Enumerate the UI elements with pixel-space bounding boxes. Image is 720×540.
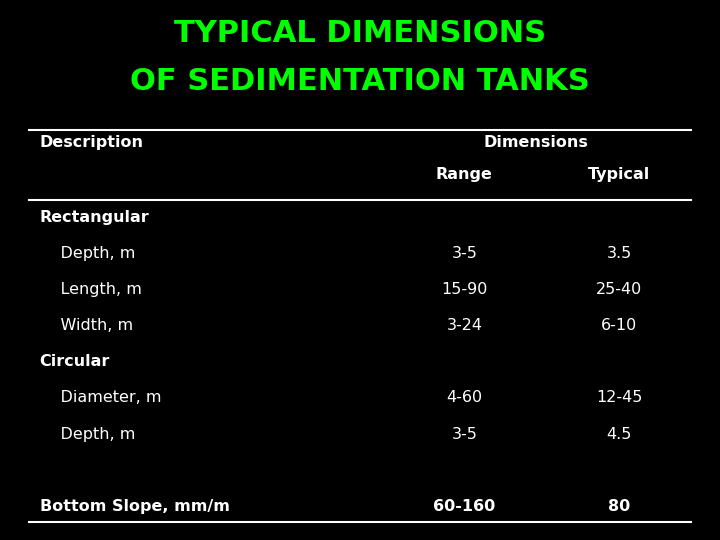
- Text: Diameter, m: Diameter, m: [40, 390, 161, 406]
- Text: Dimensions: Dimensions: [484, 135, 589, 150]
- Text: Length, m: Length, m: [40, 282, 141, 297]
- Text: Depth, m: Depth, m: [40, 427, 135, 442]
- Text: 6-10: 6-10: [601, 318, 637, 333]
- Text: Typical: Typical: [588, 167, 650, 183]
- Text: Width, m: Width, m: [40, 318, 132, 333]
- Text: 4-60: 4-60: [446, 390, 482, 406]
- Text: 3-5: 3-5: [451, 427, 477, 442]
- Text: Range: Range: [436, 167, 492, 183]
- Text: 25-40: 25-40: [596, 282, 642, 297]
- Text: Description: Description: [40, 135, 143, 150]
- Text: OF SEDIMENTATION TANKS: OF SEDIMENTATION TANKS: [130, 68, 590, 97]
- Text: Circular: Circular: [40, 354, 110, 369]
- Text: Bottom Slope, mm/m: Bottom Slope, mm/m: [40, 499, 230, 514]
- Text: Depth, m: Depth, m: [40, 246, 135, 261]
- Text: 3-24: 3-24: [446, 318, 482, 333]
- Text: 60-160: 60-160: [433, 499, 495, 514]
- Text: TYPICAL DIMENSIONS: TYPICAL DIMENSIONS: [174, 19, 546, 48]
- Text: 15-90: 15-90: [441, 282, 487, 297]
- Text: 12-45: 12-45: [596, 390, 642, 406]
- Text: 3.5: 3.5: [606, 246, 632, 261]
- Text: Rectangular: Rectangular: [40, 210, 149, 225]
- Text: 80: 80: [608, 499, 630, 514]
- Text: 4.5: 4.5: [606, 427, 632, 442]
- Text: 3-5: 3-5: [451, 246, 477, 261]
